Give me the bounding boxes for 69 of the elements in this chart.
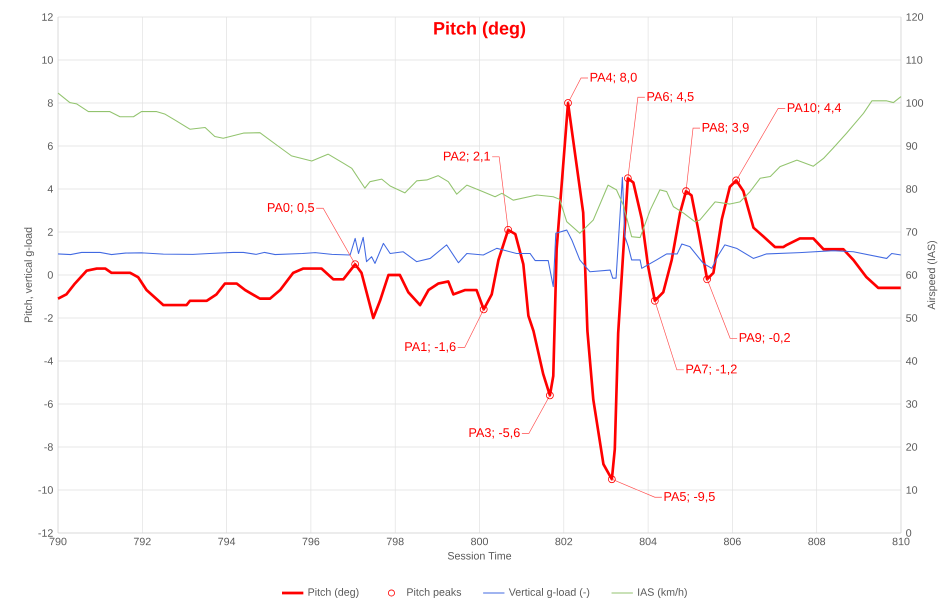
- legend-label: Pitch (deg): [308, 588, 359, 598]
- annotation: PA6; 4,5: [648, 92, 694, 102]
- y-tick-label: 12: [42, 13, 53, 21]
- y2-tick-label: 10: [906, 486, 918, 494]
- y-tick-label: -8: [44, 443, 53, 451]
- annotation: PA10; 4,4: [788, 103, 842, 114]
- point: [504, 226, 512, 234]
- point: [608, 475, 616, 484]
- y2-axis-title: Airspeed (IAS): [927, 240, 938, 310]
- y2-tick-label: 80: [906, 185, 918, 193]
- annotation: PA8; 3,9: [702, 122, 749, 134]
- y-tick-label: -6: [44, 400, 53, 408]
- x-tick-label: 808: [808, 538, 826, 546]
- legend-label: IAS (km/h): [638, 588, 687, 598]
- y-tick-label: 8: [48, 99, 53, 107]
- y2-tick-label: 110: [906, 56, 922, 64]
- y-tick-label: 10: [42, 56, 53, 64]
- annotation: PA3; -5,6: [469, 428, 520, 439]
- annotation: PA2; 2,1: [444, 152, 490, 162]
- point: [480, 306, 488, 314]
- x-tick-label: 798: [386, 538, 404, 546]
- y-tick-label: -12: [38, 529, 53, 537]
- line-series: [57, 176, 902, 288]
- y2-tick-label: 100: [906, 99, 924, 107]
- x-tick-label: 792: [134, 538, 151, 546]
- line-series: [57, 92, 902, 238]
- legend-label: Pitch peaks: [407, 588, 462, 598]
- x-tick-label: 800: [471, 538, 488, 546]
- y2-tick-label: 50: [906, 314, 918, 322]
- point: [682, 187, 690, 196]
- y2-tick-label: 60: [906, 271, 918, 279]
- y2-tick-label: 70: [906, 228, 918, 236]
- point: [703, 275, 711, 284]
- x-tick-label: 796: [302, 538, 320, 546]
- y-tick-label: 2: [48, 228, 53, 236]
- annotation: PA1; -1,6: [405, 342, 456, 353]
- y-tick-label: 4: [48, 185, 53, 193]
- point: [650, 296, 659, 305]
- y2-tick-label: 40: [906, 357, 918, 365]
- y2-tick-label: 0: [906, 529, 912, 537]
- y-tick-label: 6: [48, 142, 53, 150]
- annotation: PA0; 0,5: [268, 203, 314, 214]
- x-tick-label: 804: [640, 538, 657, 546]
- chart-title: Pitch (deg): [434, 21, 526, 38]
- point: [546, 392, 554, 400]
- point: [732, 176, 740, 184]
- x-tick-label: 806: [724, 538, 741, 546]
- x-axis-title: Session Time: [448, 552, 512, 560]
- y-tick-label: 0: [48, 271, 53, 279]
- y-tick-label: -2: [44, 314, 53, 322]
- y2-tick-label: 30: [906, 400, 918, 408]
- annotation: PA5; -9,5: [664, 492, 715, 502]
- point: [564, 99, 572, 107]
- legend-label: Vertical g-load (-): [508, 588, 590, 598]
- x-tick-label: 802: [555, 538, 572, 546]
- x-tick-label: 794: [218, 538, 236, 546]
- x-tick-label: 790: [50, 538, 66, 546]
- annotation: PA9; -0,2: [740, 333, 790, 344]
- y-tick-label: -4: [44, 357, 53, 365]
- y2-tick-label: 120: [906, 13, 924, 21]
- y-tick-label: -10: [38, 486, 53, 494]
- y2-tick-label: 20: [906, 443, 918, 451]
- point: [351, 260, 360, 268]
- x-tick-label: 810: [892, 538, 910, 546]
- point: [624, 174, 632, 182]
- y2-tick-label: 90: [906, 142, 918, 150]
- y-axis-title: Pitch, vertical g-load: [24, 228, 34, 322]
- annotation: PA4; 8,0: [590, 72, 637, 84]
- annotation: PA7; -1,2: [686, 364, 737, 376]
